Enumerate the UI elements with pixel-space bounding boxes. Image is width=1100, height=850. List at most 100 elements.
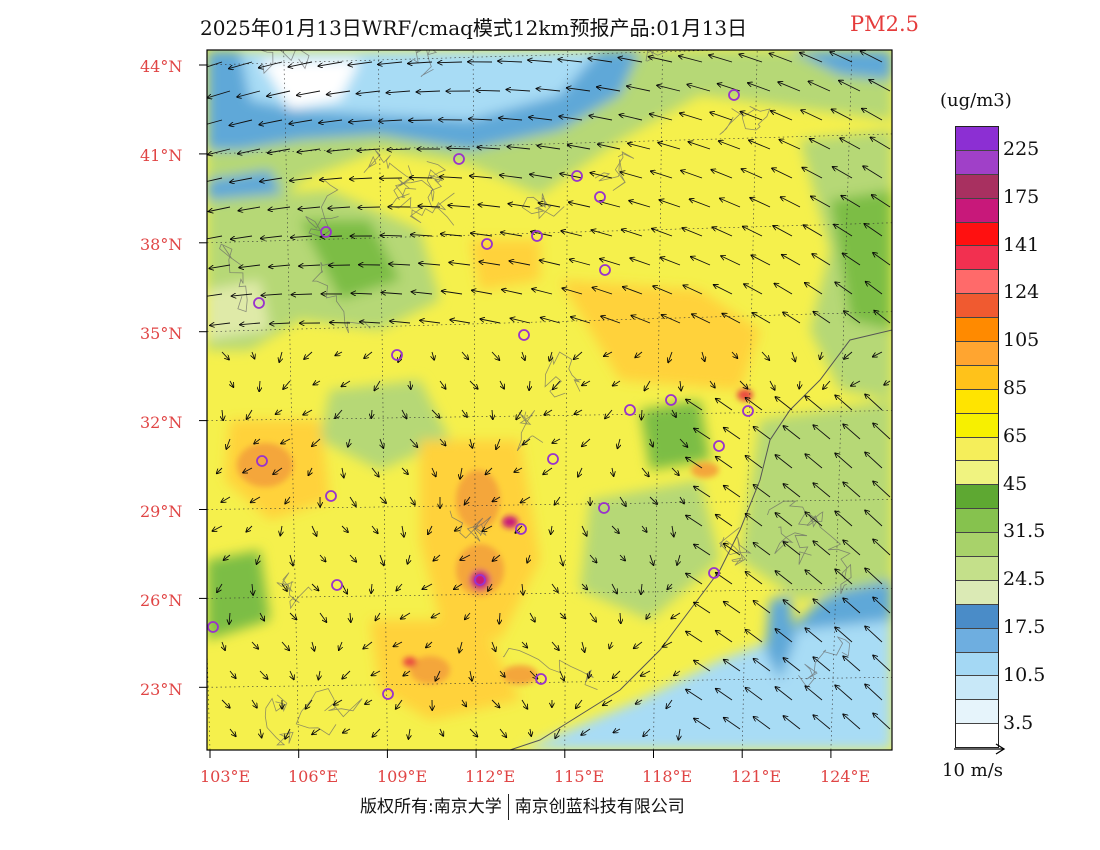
lon-label: 109°E	[377, 767, 427, 786]
city-marker	[742, 405, 754, 417]
city-marker	[474, 574, 486, 586]
legend-swatch	[956, 318, 998, 343]
legend-swatch	[956, 676, 998, 701]
legend-label: 141	[1003, 233, 1040, 256]
legend-label: 45	[1003, 472, 1028, 495]
wind-vectors	[207, 51, 891, 740]
lon-label: 103°E	[200, 767, 250, 786]
lat-label: 35°N	[140, 324, 182, 343]
city-markers	[207, 89, 754, 700]
legend-swatch	[956, 150, 998, 175]
longitude-labels: 103°E 106°E 109°E 112°E 115°E 118°E 121°…	[200, 767, 870, 786]
city-marker	[665, 394, 677, 406]
legend-label: 31.5	[1003, 520, 1046, 543]
city-marker	[331, 579, 343, 591]
lon-label: 118°E	[642, 767, 692, 786]
legend-swatch	[956, 365, 998, 390]
city-marker	[391, 349, 403, 361]
legend-swatch	[956, 533, 998, 558]
city-marker	[708, 567, 720, 579]
city-marker	[256, 455, 268, 467]
legend-swatch	[956, 437, 998, 462]
city-marker	[713, 440, 725, 452]
legend-label: 10.5	[1003, 663, 1046, 686]
city-marker	[624, 404, 636, 416]
legend-swatch	[956, 222, 998, 247]
city-marker	[207, 621, 219, 633]
legend-swatch	[956, 580, 998, 605]
legend-swatch	[956, 294, 998, 319]
legend-label: 124	[1003, 281, 1040, 304]
city-marker	[594, 191, 606, 203]
map-title: 2025年01月13日WRF/cmaq模式12km预报产品:01月13日 PM2…	[0, 8, 1100, 44]
color-legend	[955, 126, 999, 749]
legend-swatch	[956, 342, 998, 366]
city-marker	[518, 329, 530, 341]
legend-swatch	[956, 700, 998, 725]
city-marker	[598, 502, 610, 514]
legend-swatch	[956, 270, 998, 295]
city-marker	[481, 238, 493, 250]
city-marker	[535, 673, 547, 685]
lat-label: 44°N	[140, 57, 182, 76]
city-marker	[320, 226, 332, 238]
legend-swatch	[956, 127, 998, 151]
copyright-right: 南京创蓝科技有限公司	[514, 797, 685, 817]
city-marker	[531, 230, 543, 242]
legend-swatch	[956, 509, 998, 534]
legend-label: 105	[1003, 329, 1040, 352]
legend-swatch	[956, 174, 998, 199]
city-marker	[515, 523, 527, 535]
copyright-divider	[507, 794, 509, 820]
title-main: 2025年01月13日WRF/cmaq模式12km预报产品:01月13日	[200, 16, 748, 40]
province-boundaries	[219, 50, 892, 750]
wind-reference-label: 10 m/s	[942, 760, 1003, 781]
lon-label: 121°E	[731, 767, 781, 786]
lon-label: 124°E	[820, 767, 870, 786]
lon-label: 106°E	[288, 767, 338, 786]
copyright: 版权所有:南京大学 南京创蓝科技有限公司	[360, 792, 685, 820]
city-marker	[325, 490, 337, 502]
lat-label: 23°N	[140, 680, 182, 699]
lat-label: 32°N	[140, 413, 182, 432]
legend-swatch	[956, 652, 998, 677]
legend-label: 17.5	[1003, 616, 1046, 638]
map-border	[206, 49, 893, 751]
legend-swatch	[956, 604, 998, 629]
legend-label: 24.5	[1003, 568, 1046, 591]
latitude-labels: 44°N 41°N 38°N 35°N 32°N 29°N 26°N 23°N	[140, 57, 182, 699]
legend-swatch	[956, 485, 998, 510]
legend-swatch	[956, 246, 998, 271]
legend-swatch	[956, 198, 998, 223]
city-marker	[253, 297, 265, 309]
lat-label: 29°N	[140, 502, 182, 521]
legend-unit: (ug/m3)	[940, 90, 1012, 111]
city-marker	[382, 688, 394, 700]
city-marker	[728, 89, 740, 101]
lon-label: 115°E	[554, 767, 604, 786]
city-marker	[599, 264, 611, 276]
legend-swatch	[956, 628, 998, 653]
lon-label: 112°E	[465, 767, 515, 786]
city-marker	[453, 153, 465, 165]
legend-label: 3.5	[1003, 711, 1034, 734]
legend-label: 65	[1003, 424, 1028, 447]
lat-label: 38°N	[140, 235, 182, 254]
legend-swatch	[956, 461, 998, 486]
copyright-left: 版权所有:南京大学	[360, 797, 502, 817]
legend-swatch	[956, 557, 998, 581]
lat-label: 41°N	[140, 146, 182, 165]
city-marker	[547, 453, 559, 465]
lat-label: 26°N	[140, 591, 182, 610]
legend-swatch	[956, 724, 998, 748]
legend-label: 85	[1003, 377, 1028, 399]
legend-label: 175	[1003, 185, 1040, 208]
title-species: PM2.5	[850, 12, 920, 36]
wind-reference-arrow	[954, 743, 1006, 755]
legend-swatch	[956, 389, 998, 414]
concentration-field	[207, 50, 892, 750]
city-marker	[571, 170, 583, 182]
legend-label: 225	[1003, 138, 1040, 160]
legend-swatch	[956, 413, 998, 438]
